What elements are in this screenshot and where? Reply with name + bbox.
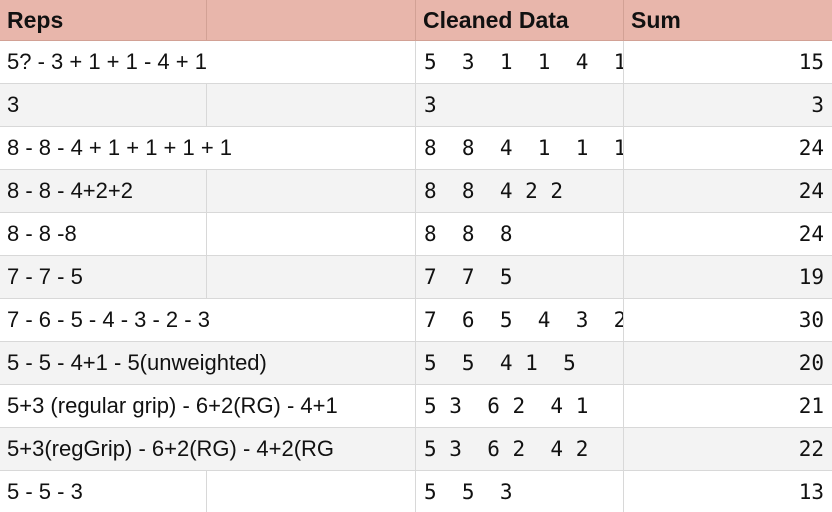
cell-reps[interactable]: 8 - 8 -8	[0, 213, 207, 256]
header-sum[interactable]: Sum	[624, 0, 832, 41]
cell-reps[interactable]: 8 - 8 - 4+2+2	[0, 170, 207, 213]
cell-sum[interactable]: 21	[624, 385, 832, 428]
cell-reps[interactable]: 5+3 (regular grip) - 6+2(RG) - 4+1	[0, 385, 416, 428]
cell-reps[interactable]: 8 - 8 - 4 + 1 + 1 + 1 + 1	[0, 127, 416, 170]
cell-reps[interactable]: 5 - 5 - 3	[0, 471, 207, 512]
cell-sum[interactable]: 30	[624, 299, 832, 342]
cell-cleaned-data[interactable]: 5 3 6 2 4 2	[416, 428, 624, 471]
cell-empty[interactable]	[207, 170, 416, 213]
cell-sum[interactable]: 3	[624, 84, 832, 127]
header-reps[interactable]: Reps	[0, 0, 207, 41]
cell-sum[interactable]: 15	[624, 41, 832, 84]
cell-cleaned-data[interactable]: 5 5 4 1 5	[416, 342, 624, 385]
cell-cleaned-data[interactable]: 5 3 1 1 4 1	[416, 41, 624, 84]
cell-sum[interactable]: 22	[624, 428, 832, 471]
cell-cleaned-data[interactable]: 5 5 3	[416, 471, 624, 512]
cell-cleaned-data[interactable]: 3	[416, 84, 624, 127]
cell-empty[interactable]	[207, 84, 416, 127]
cell-reps[interactable]: 5+3(regGrip) - 6+2(RG) - 4+2(RG	[0, 428, 416, 471]
header-cleaned-data[interactable]: Cleaned Data	[416, 0, 624, 41]
cell-cleaned-data[interactable]: 8 8 8	[416, 213, 624, 256]
cell-cleaned-data[interactable]: 8 8 4 2 2	[416, 170, 624, 213]
header-empty[interactable]	[207, 0, 416, 41]
cell-empty[interactable]	[207, 213, 416, 256]
cell-reps[interactable]: 7 - 7 - 5	[0, 256, 207, 299]
cell-empty[interactable]	[207, 471, 416, 512]
cell-cleaned-data[interactable]: 8 8 4 1 1 1	[416, 127, 624, 170]
cell-sum[interactable]: 19	[624, 256, 832, 299]
cell-sum[interactable]: 24	[624, 127, 832, 170]
cell-cleaned-data[interactable]: 5 3 6 2 4 1	[416, 385, 624, 428]
cell-empty[interactable]	[207, 256, 416, 299]
cell-reps[interactable]: 5 - 5 - 4+1 - 5(unweighted)	[0, 342, 416, 385]
cell-sum[interactable]: 20	[624, 342, 832, 385]
cell-cleaned-data[interactable]: 7 6 5 4 3 2	[416, 299, 624, 342]
cell-reps[interactable]: 5? - 3 + 1 + 1 - 4 + 1	[0, 41, 416, 84]
cell-reps[interactable]: 7 - 6 - 5 - 4 - 3 - 2 - 3	[0, 299, 416, 342]
cell-sum[interactable]: 13	[624, 471, 832, 512]
cell-sum[interactable]: 24	[624, 213, 832, 256]
cell-reps[interactable]: 3	[0, 84, 207, 127]
cell-cleaned-data[interactable]: 7 7 5	[416, 256, 624, 299]
cell-sum[interactable]: 24	[624, 170, 832, 213]
